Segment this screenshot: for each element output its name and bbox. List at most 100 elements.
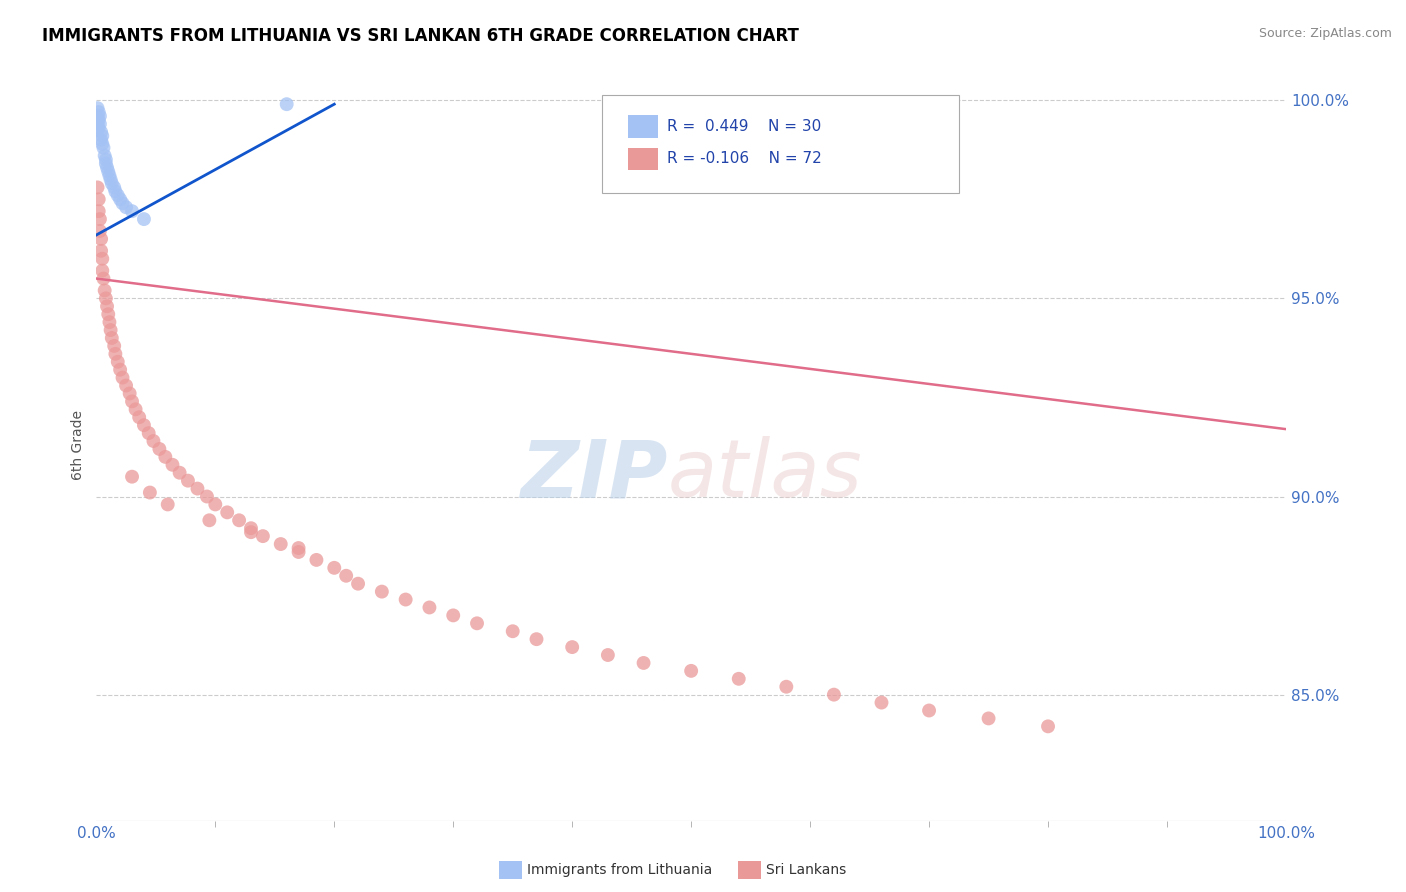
Point	[97, 307, 120, 321]
Point	[395, 592, 418, 607]
Point	[418, 600, 440, 615]
Point	[465, 616, 488, 631]
Point	[204, 498, 226, 512]
Point	[270, 537, 292, 551]
Point	[121, 469, 143, 483]
Point	[198, 513, 221, 527]
Point	[94, 153, 117, 167]
Text: R =  0.449    N = 30: R = 0.449 N = 30	[668, 119, 821, 134]
Point	[128, 410, 150, 425]
Point	[97, 164, 120, 178]
Point	[91, 128, 114, 143]
Point	[596, 648, 619, 662]
Point	[87, 105, 110, 120]
Point	[100, 323, 122, 337]
Point	[103, 339, 125, 353]
Text: Source: ZipAtlas.com: Source: ZipAtlas.com	[1258, 27, 1392, 40]
Point	[98, 169, 121, 183]
Text: atlas: atlas	[668, 436, 862, 514]
Point	[228, 513, 250, 527]
Point	[132, 418, 155, 433]
Point	[87, 204, 110, 219]
Point	[94, 156, 117, 170]
Point	[121, 394, 143, 409]
Point	[96, 161, 118, 175]
Point	[108, 362, 131, 376]
FancyBboxPatch shape	[602, 95, 959, 193]
Point	[727, 672, 749, 686]
Point	[94, 291, 117, 305]
Y-axis label: 6th Grade: 6th Grade	[72, 410, 86, 480]
Point	[118, 386, 141, 401]
Point	[287, 545, 309, 559]
Bar	[628, 147, 658, 170]
Point	[90, 125, 112, 139]
Point	[252, 529, 274, 543]
Point	[139, 485, 162, 500]
Point	[87, 113, 110, 128]
Point	[115, 378, 138, 392]
Point	[91, 252, 114, 266]
Point	[107, 355, 129, 369]
Point	[93, 271, 115, 285]
Text: Immigrants from Lithuania: Immigrants from Lithuania	[527, 863, 713, 877]
Text: ZIP: ZIP	[520, 436, 668, 514]
Point	[347, 576, 370, 591]
Point	[124, 402, 146, 417]
Point	[305, 553, 328, 567]
Point	[87, 192, 110, 206]
Bar	[628, 115, 658, 137]
Point	[240, 525, 263, 540]
Point	[90, 244, 112, 258]
Point	[441, 608, 464, 623]
Point	[121, 204, 143, 219]
Point	[111, 370, 134, 384]
Point	[240, 521, 263, 535]
Point	[89, 117, 111, 131]
Point	[195, 490, 218, 504]
Point	[502, 624, 524, 639]
Point	[107, 188, 129, 202]
Point	[89, 224, 111, 238]
Point	[155, 450, 177, 464]
Point	[156, 498, 179, 512]
Point	[162, 458, 184, 472]
Point	[108, 192, 131, 206]
Text: IMMIGRANTS FROM LITHUANIA VS SRI LANKAN 6TH GRADE CORRELATION CHART: IMMIGRANTS FROM LITHUANIA VS SRI LANKAN …	[42, 27, 799, 45]
Point	[101, 331, 124, 345]
Point	[96, 299, 118, 313]
Point	[918, 704, 941, 718]
Point	[103, 180, 125, 194]
Text: R = -0.106    N = 72: R = -0.106 N = 72	[668, 152, 823, 167]
Point	[526, 632, 548, 647]
Point	[217, 505, 239, 519]
Point	[104, 347, 127, 361]
Point	[138, 426, 160, 441]
Point	[276, 97, 298, 112]
Point	[98, 315, 121, 329]
Point	[101, 177, 124, 191]
Point	[86, 180, 108, 194]
Point	[186, 482, 208, 496]
Point	[335, 568, 357, 582]
Point	[93, 149, 115, 163]
Point	[775, 680, 797, 694]
Point	[633, 656, 655, 670]
Point	[87, 120, 110, 135]
Point	[90, 232, 112, 246]
Point	[93, 141, 115, 155]
Point	[371, 584, 394, 599]
Point	[111, 196, 134, 211]
Point	[561, 640, 583, 654]
Point	[681, 664, 703, 678]
Point	[148, 442, 170, 456]
Point	[870, 696, 893, 710]
Point	[323, 561, 346, 575]
Point	[1036, 719, 1059, 733]
Point	[169, 466, 191, 480]
Point	[89, 212, 111, 227]
Point	[86, 101, 108, 115]
Point	[90, 133, 112, 147]
Text: Sri Lankans: Sri Lankans	[766, 863, 846, 877]
Point	[132, 212, 155, 227]
